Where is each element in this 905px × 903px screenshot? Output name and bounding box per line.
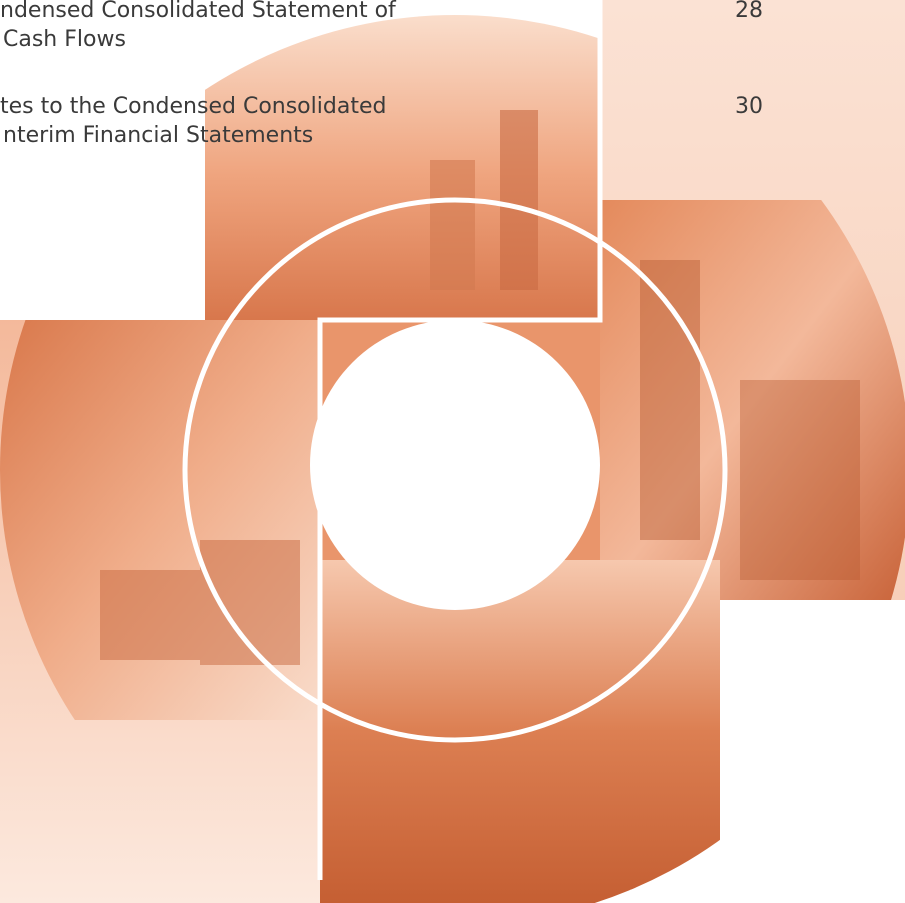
toc-entry: tes to the Condensed Consolidated nterim…	[0, 92, 386, 150]
toc-page-number: 30	[735, 92, 763, 121]
toc-entry-title: Cash Flows	[0, 25, 396, 54]
toc-entry-title: tes to the Condensed Consolidated	[0, 92, 386, 121]
toc-page: {"toc": [ {"lines": ["ndensed Consolidat…	[0, 0, 905, 903]
toc-entry-title: nterim Financial Statements	[0, 121, 386, 150]
toc-page-number: 28	[735, 0, 763, 25]
toc-entry-title: ndensed Consolidated Statement of	[0, 0, 396, 25]
toc-entry: ndensed Consolidated Statement of Cash F…	[0, 0, 396, 54]
